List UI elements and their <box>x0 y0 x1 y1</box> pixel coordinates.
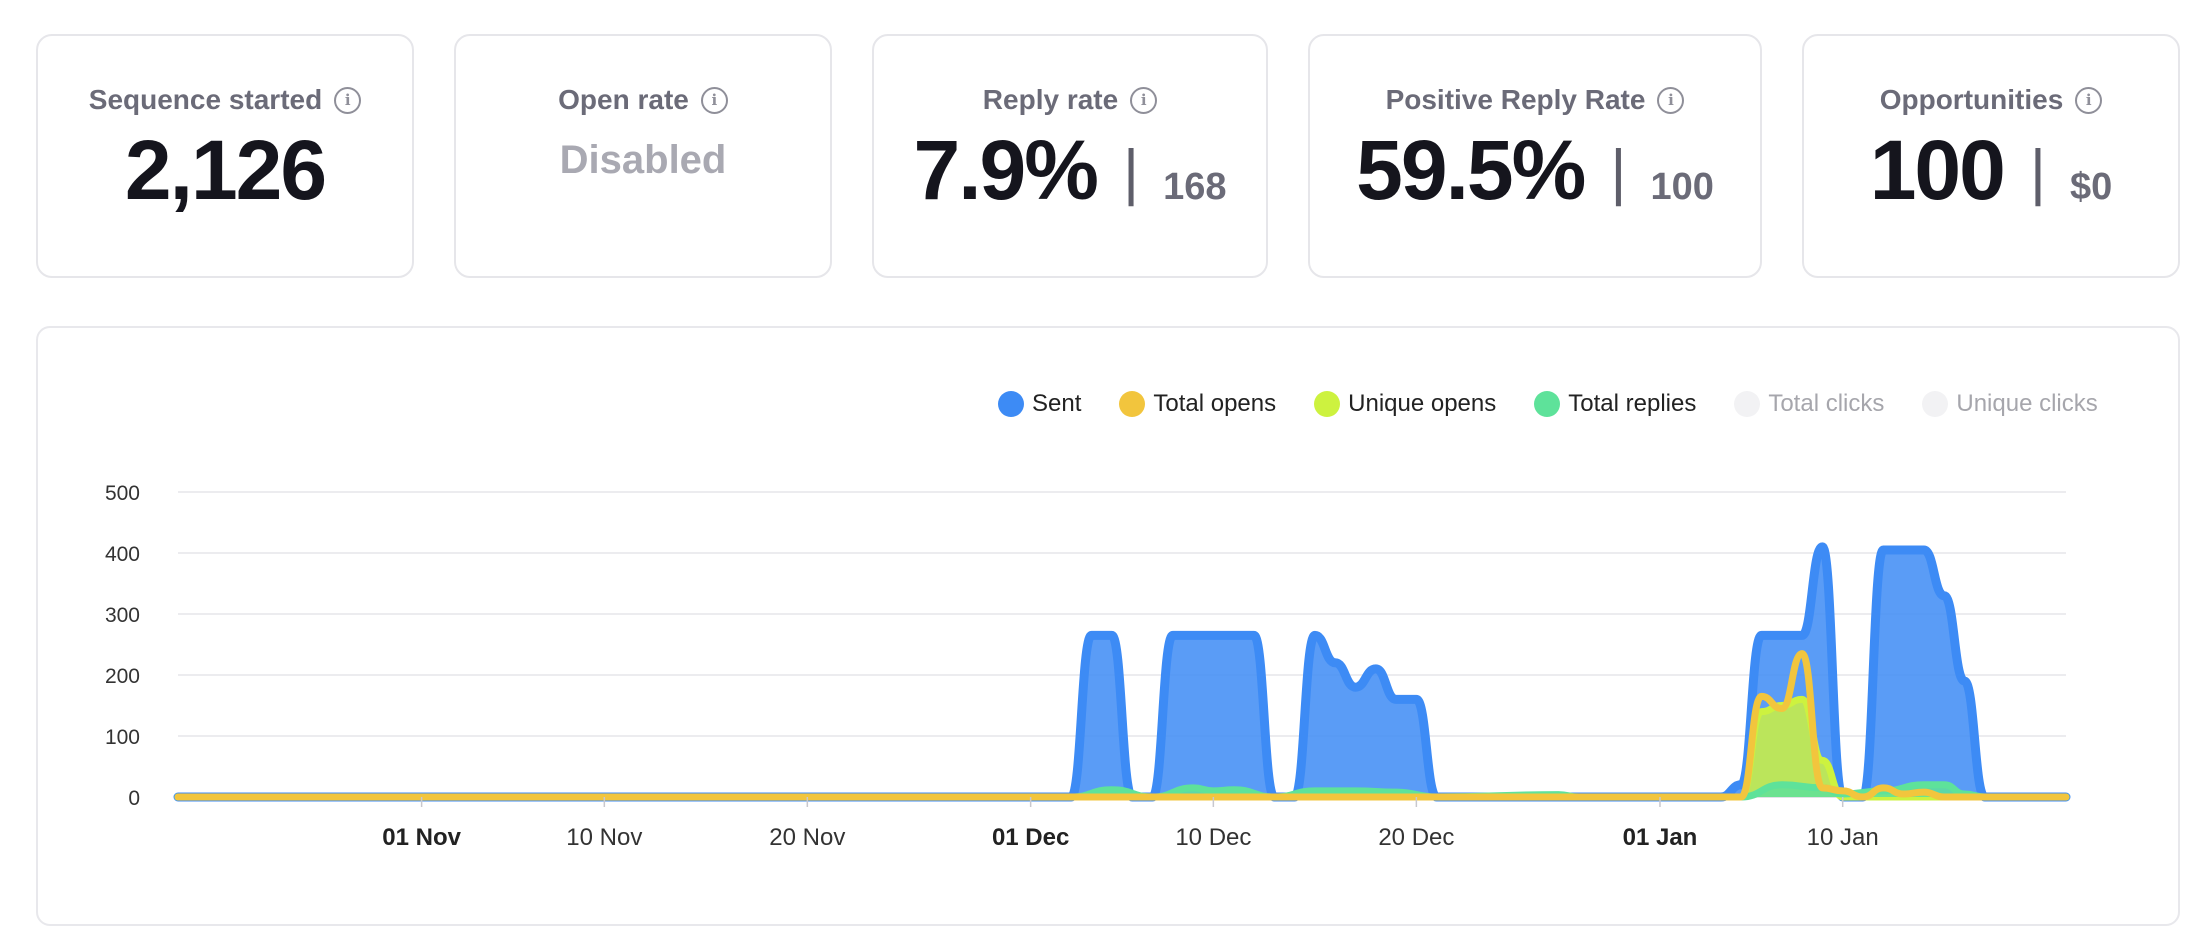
stat-card-sequence-started: Sequence started i 2,126 <box>36 34 414 278</box>
stat-value: 100 <box>1869 123 2006 217</box>
info-circle-icon[interactable]: i <box>1130 86 1158 114</box>
stat-card-header: Open rate i <box>456 84 830 116</box>
legend-swatch <box>1119 391 1146 417</box>
x-tick-label: 01 Nov <box>382 824 461 851</box>
stat-value-disabled: Disabled <box>559 138 727 182</box>
x-tick-label: 01 Jan <box>1623 824 1698 851</box>
stat-value-row: 100 | $0 <box>1804 128 2178 214</box>
stat-separator: | <box>1122 138 1140 207</box>
stat-separator: | <box>2029 138 2046 207</box>
y-tick-label: 100 <box>105 726 140 749</box>
stat-title: Sequence started <box>88 84 323 115</box>
info-circle-icon[interactable]: i <box>700 86 728 114</box>
stat-card-opportunities: Opportunities i 100 | $0 <box>1802 34 2180 278</box>
x-tick-label: 10 Jan <box>1807 824 1879 851</box>
legend-label: Total replies <box>1568 390 1697 417</box>
legend-label: Total clicks <box>1768 390 1885 417</box>
stat-card-open-rate: Open rate i Disabled <box>454 34 832 278</box>
chart-axes: 0 100 200 300 400 500 01 Nov 10 Nov 20 Nov 01 Dec… <box>105 482 1879 851</box>
stat-card-header: Opportunities i <box>1804 84 2178 116</box>
stat-card-reply-rate: Reply rate i 7.9% | 168 <box>872 34 1268 278</box>
legend-item-unique-opens[interactable]: Unique opens <box>1314 390 1496 418</box>
legend-swatch <box>1922 391 1949 417</box>
chart-series <box>173 542 2071 802</box>
x-tick-label: 20 Nov <box>769 824 845 851</box>
legend-label: Unique clicks <box>1956 390 2098 417</box>
legend-swatch <box>1534 391 1561 417</box>
legend-item-total-replies[interactable]: Total replies <box>1534 390 1696 418</box>
x-tick-label: 10 Dec <box>1175 824 1251 851</box>
legend-item-unique-clicks[interactable]: Unique clicks <box>1922 390 2098 418</box>
stat-value-row: Disabled <box>456 128 830 183</box>
stat-secondary-value: $0 <box>2069 166 2113 208</box>
stat-secondary-value: 100 <box>1650 166 1714 208</box>
stat-title: Positive Reply Rate <box>1385 84 1646 115</box>
legend-label: Total opens <box>1153 390 1277 417</box>
stat-value: 59.5% <box>1356 123 1586 217</box>
x-tick-label: 01 Dec <box>992 824 1069 851</box>
legend-item-sent[interactable]: Sent <box>998 390 1081 418</box>
stat-title: Reply rate <box>982 84 1119 115</box>
y-tick-label: 400 <box>105 543 140 566</box>
y-tick-label: 200 <box>105 665 140 688</box>
legend-swatch <box>1314 391 1341 417</box>
x-tick-label: 20 Dec <box>1378 824 1454 851</box>
stat-value-row: 7.9% | 168 <box>874 128 1266 214</box>
stat-card-header: Reply rate i <box>874 84 1266 116</box>
legend-label: Unique opens <box>1348 390 1497 417</box>
stat-card-header: Sequence started i <box>38 84 412 116</box>
y-tick-label: 300 <box>105 604 140 627</box>
stat-title: Opportunities <box>1879 84 2064 115</box>
x-tick-label: 10 Nov <box>566 824 642 851</box>
stat-value-row: 59.5% | 100 <box>1310 128 1760 214</box>
info-circle-icon[interactable]: i <box>334 86 362 114</box>
stat-value: 7.9% <box>913 123 1099 217</box>
series-line-total-opens <box>174 650 2070 801</box>
info-circle-icon[interactable]: i <box>1657 86 1685 114</box>
info-circle-icon[interactable]: i <box>2075 86 2103 114</box>
stat-card-header: Positive Reply Rate i <box>1310 84 1760 116</box>
stat-card-positive-reply-rate: Positive Reply Rate i 59.5% | 100 <box>1308 34 1762 278</box>
y-tick-label: 500 <box>105 482 140 505</box>
y-tick-label: 0 <box>128 787 140 810</box>
stat-value: 2,126 <box>124 123 327 217</box>
legend-item-total-opens[interactable]: Total opens <box>1119 390 1276 418</box>
stat-secondary-value: 168 <box>1163 166 1227 208</box>
legend-swatch <box>998 391 1024 417</box>
chart-legend: Sent Total opens Unique opens Total repl… <box>998 390 2098 418</box>
legend-label: Sent <box>1032 390 1082 417</box>
stat-separator: | <box>1610 138 1627 207</box>
stat-value-row: 2,126 <box>38 128 412 212</box>
legend-item-total-clicks[interactable]: Total clicks <box>1734 390 1884 418</box>
stat-title: Open rate <box>558 84 689 115</box>
legend-swatch <box>1734 391 1761 417</box>
